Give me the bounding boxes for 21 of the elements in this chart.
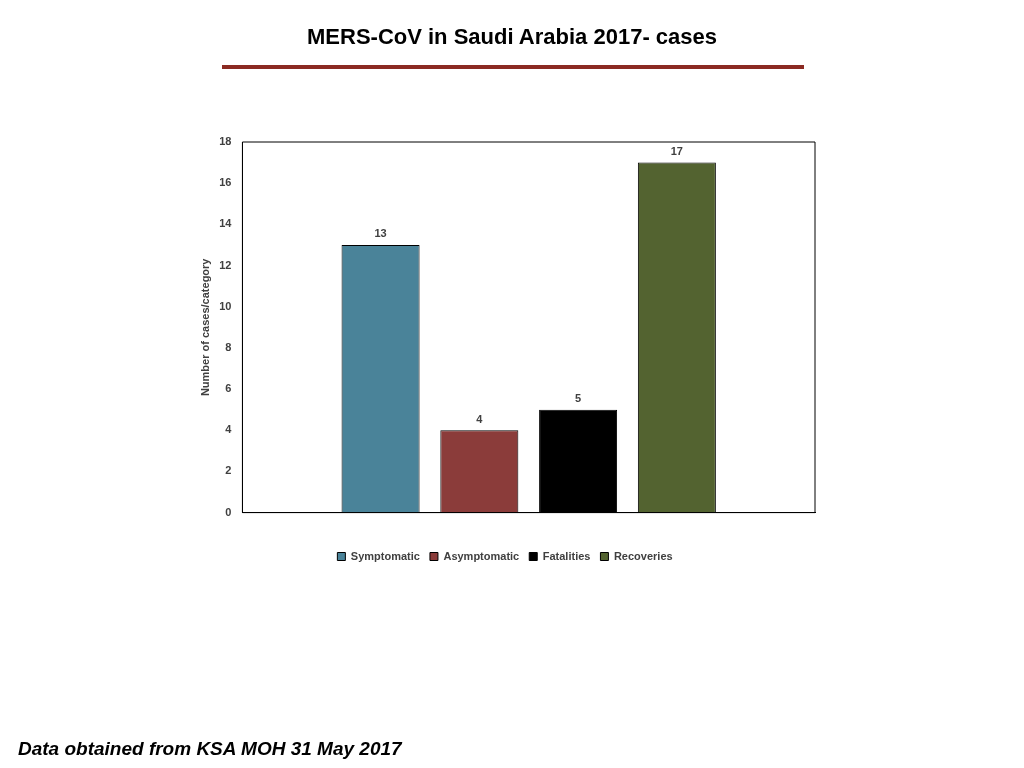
y-tick-label: 16: [219, 176, 232, 189]
y-tick-label: 12: [219, 258, 232, 271]
legend-label: Recoveries: [613, 549, 673, 562]
y-tick-label: 18: [219, 135, 232, 148]
text: Data obtained from KSA MOH 31 May 2017: [18, 738, 402, 760]
legend-label: Symptomatic: [350, 549, 420, 562]
legend-label: Asymptomatic: [443, 549, 520, 562]
chart-title: MERS-CoV in Saudi Arabia 2017- cases: [306, 24, 718, 50]
data-label: 5: [575, 392, 582, 405]
y-tick-label: 4: [225, 423, 233, 436]
y-tick-label: 8: [225, 340, 232, 353]
y-tick-label: 6: [225, 382, 232, 395]
data-label: 4: [476, 412, 484, 425]
legend-label: Fatalities: [542, 549, 591, 562]
y-tick-label: 0: [225, 505, 232, 518]
y-tick-label: 10: [219, 299, 232, 312]
data-label: 13: [374, 227, 387, 240]
data-label: 17: [670, 145, 683, 158]
y-tick-label: 14: [219, 217, 233, 230]
y-axis-title: Number of cases/category: [198, 257, 211, 397]
y-tick-label: 2: [225, 464, 232, 477]
